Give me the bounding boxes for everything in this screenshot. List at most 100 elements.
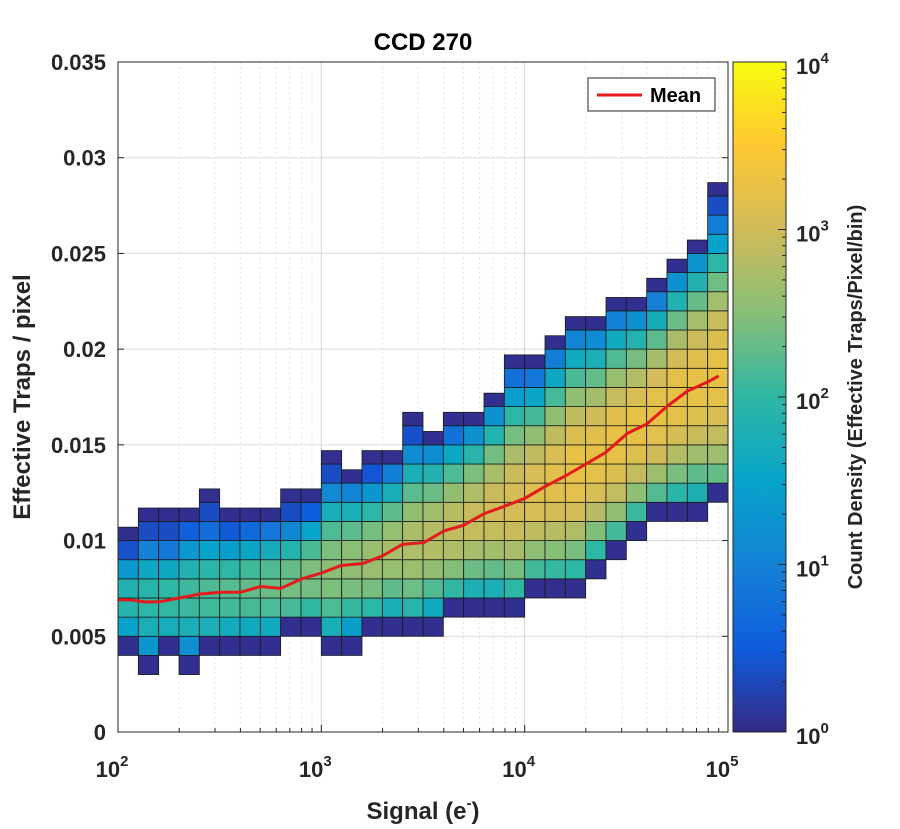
histogram-cell xyxy=(564,406,587,427)
histogram-cell xyxy=(137,521,160,541)
histogram-cell xyxy=(686,239,709,254)
histogram-cell xyxy=(118,616,139,637)
histogram-cell xyxy=(402,411,424,427)
histogram-cell xyxy=(381,578,404,599)
histogram-cell xyxy=(259,507,282,522)
colorbar-label: Count Density (Effective Traps/Pixel/bin… xyxy=(845,205,867,590)
histogram-cell xyxy=(178,655,200,675)
histogram-cell xyxy=(707,214,728,235)
histogram-cell xyxy=(666,367,688,388)
histogram-cell xyxy=(239,559,261,580)
histogram-cell xyxy=(118,526,139,541)
histogram-cell xyxy=(585,367,607,388)
histogram-cell xyxy=(422,540,444,561)
histogram-cell xyxy=(442,559,465,580)
histogram-cell xyxy=(178,616,200,637)
histogram-cell xyxy=(503,444,526,465)
histogram-cell xyxy=(442,425,465,446)
histogram-cell xyxy=(361,521,383,541)
histogram-cell xyxy=(585,316,607,331)
histogram-cell xyxy=(259,597,282,618)
histogram-cell xyxy=(463,411,485,427)
histogram-cell xyxy=(544,348,566,369)
histogram-cell xyxy=(463,597,485,618)
histogram-cell xyxy=(402,482,424,503)
histogram-cell xyxy=(707,182,728,197)
histogram-cell xyxy=(198,540,221,561)
histogram-cell xyxy=(463,463,485,484)
histogram-cell xyxy=(239,521,261,541)
histogram-cell xyxy=(320,540,343,561)
histogram-cell xyxy=(341,635,363,656)
histogram-cell xyxy=(707,195,728,216)
histogram-cell xyxy=(422,597,444,618)
histogram-cell xyxy=(361,501,383,522)
histogram-cell xyxy=(585,329,607,350)
plot-frame xyxy=(117,61,729,733)
histogram-cell xyxy=(625,521,648,541)
histogram-cell xyxy=(686,329,709,350)
histogram-cell xyxy=(137,635,160,656)
histogram-cell xyxy=(300,578,322,599)
histogram-cell xyxy=(625,463,648,484)
colorbar-ticks: 100 101 102 103 104 xyxy=(778,50,829,749)
histogram-cell xyxy=(259,616,282,637)
histogram-cell xyxy=(707,482,728,503)
y-tick-label: 0.005 xyxy=(51,624,106,649)
histogram-cell xyxy=(524,578,546,599)
histogram-cell xyxy=(625,501,648,522)
colorbar-tick-label: 100 xyxy=(796,720,829,749)
histogram-cell xyxy=(544,335,566,350)
histogram-cell xyxy=(381,482,404,503)
histogram-cell xyxy=(666,348,688,369)
histogram-cell xyxy=(178,507,200,522)
histogram-cell xyxy=(503,578,526,599)
histogram-cell xyxy=(707,253,728,273)
histogram-cell xyxy=(605,297,627,312)
histogram-cell xyxy=(646,387,668,407)
histogram-cell xyxy=(544,501,566,522)
histogram-cell xyxy=(259,540,282,561)
histogram-cell xyxy=(646,444,668,465)
histogram-cell xyxy=(259,635,282,656)
histogram-cell xyxy=(564,482,587,503)
histogram-cell xyxy=(585,521,607,541)
histogram-cell xyxy=(666,258,688,273)
histogram-cell xyxy=(646,425,668,446)
histogram-cell xyxy=(463,482,485,503)
histogram-cell xyxy=(463,444,485,465)
histogram-cell xyxy=(361,616,383,637)
chart-title: CCD 270 xyxy=(374,29,473,56)
histogram-cell xyxy=(646,291,668,312)
histogram-cell xyxy=(300,616,322,637)
histogram-cell xyxy=(442,411,465,427)
histogram-cell xyxy=(483,578,505,599)
histogram-cell xyxy=(381,450,404,465)
histogram-cell xyxy=(118,578,139,599)
histogram-cell xyxy=(686,482,709,503)
histogram-cell xyxy=(341,501,363,522)
colorbar: 100 101 102 103 104 Count Density (Effective… xyxy=(732,50,867,749)
histogram-cell xyxy=(483,482,505,503)
histogram-cell xyxy=(239,635,261,656)
histogram-cell xyxy=(666,310,688,331)
histogram-cell xyxy=(280,488,302,503)
histogram-cell xyxy=(422,482,444,503)
y-tick-label: 0.035 xyxy=(51,50,106,75)
histogram-cell xyxy=(524,463,546,484)
histogram-cell xyxy=(585,406,607,427)
histogram-cell xyxy=(361,463,383,484)
histogram-cell xyxy=(381,616,404,637)
histogram-cell xyxy=(341,597,363,618)
histogram-cell xyxy=(320,635,343,656)
histogram-cell xyxy=(585,482,607,503)
histogram-cell xyxy=(341,540,363,561)
histogram-cell xyxy=(564,501,587,522)
histogram-cell xyxy=(442,540,465,561)
histogram-cell xyxy=(544,367,566,388)
histogram-cell xyxy=(646,329,668,350)
histogram-cell xyxy=(118,540,139,561)
colorbar-tick-label: 103 xyxy=(796,218,829,247)
histogram-cell xyxy=(686,253,709,273)
